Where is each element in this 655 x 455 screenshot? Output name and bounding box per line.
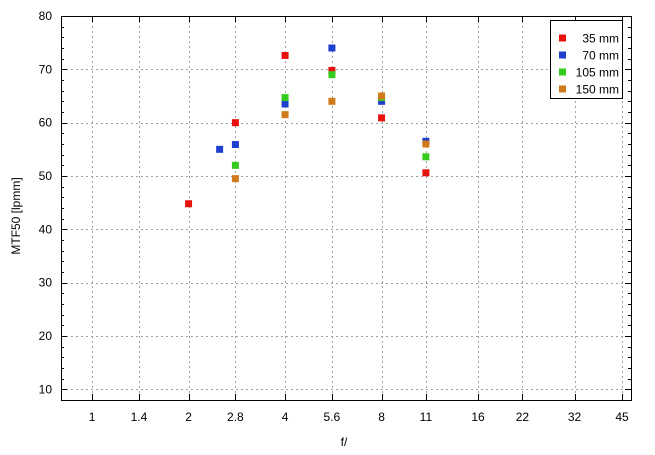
data-point bbox=[422, 153, 430, 161]
axis-ticks bbox=[61, 16, 631, 401]
data-point bbox=[281, 94, 289, 102]
legend-swatch bbox=[559, 68, 566, 76]
data-point bbox=[281, 111, 289, 119]
y-tick-label: 20 bbox=[39, 329, 53, 343]
y-axis-label: MTF50 [lpmm] bbox=[9, 177, 23, 254]
data-point bbox=[281, 100, 289, 108]
x-tick-label: 16 bbox=[471, 410, 485, 424]
y-tick-label: 50 bbox=[39, 169, 53, 183]
data-point bbox=[216, 145, 224, 153]
y-tick-label: 70 bbox=[39, 62, 53, 76]
x-tick-label: 32 bbox=[568, 410, 582, 424]
x-tick-label: 8 bbox=[378, 410, 385, 424]
x-tick-label: 1 bbox=[89, 410, 96, 424]
y-tick-label: 60 bbox=[39, 116, 53, 130]
data-point bbox=[231, 161, 239, 169]
legend-label: 105 mm bbox=[576, 66, 619, 80]
y-tick-label: 40 bbox=[39, 222, 53, 236]
legend-label: 70 mm bbox=[582, 49, 619, 63]
x-tick-label: 2 bbox=[185, 410, 192, 424]
data-point bbox=[328, 66, 336, 74]
x-tick-label: 1.4 bbox=[131, 410, 148, 424]
x-tick-label: 4 bbox=[282, 410, 289, 424]
legend-swatch bbox=[559, 34, 566, 42]
data-points bbox=[185, 44, 430, 208]
legend-swatch bbox=[559, 85, 566, 93]
data-point bbox=[422, 169, 430, 177]
data-point bbox=[231, 141, 239, 149]
x-tick-label: 45 bbox=[615, 410, 629, 424]
y-tick-labels: 10 20 30 40 50 60 70 80 bbox=[39, 9, 53, 396]
data-point bbox=[422, 140, 430, 148]
x-axis-label: f/ bbox=[341, 435, 348, 449]
y-tick-label: 80 bbox=[39, 9, 53, 23]
data-point bbox=[378, 114, 386, 122]
legend-label: 150 mm bbox=[576, 83, 619, 97]
data-point bbox=[328, 71, 336, 79]
x-tick-label: 11 bbox=[420, 410, 433, 424]
grid-lines bbox=[61, 16, 631, 400]
legend: 35 mm 70 mm 105 mm 150 mm bbox=[550, 20, 623, 99]
y-tick-label: 10 bbox=[39, 382, 53, 396]
plot-frame bbox=[61, 16, 632, 401]
data-point bbox=[328, 44, 336, 52]
data-point bbox=[231, 119, 239, 127]
x-tick-label: 5.6 bbox=[324, 410, 341, 424]
legend-label: 35 mm bbox=[582, 32, 619, 46]
x-tick-label: 22 bbox=[516, 410, 530, 424]
x-tick-labels: 1 1.4 2 2.8 4 5.6 8 11 16 22 32 45 bbox=[89, 410, 629, 424]
data-point bbox=[378, 97, 386, 105]
x-tick-label: 2.8 bbox=[227, 410, 244, 424]
legend-swatch bbox=[559, 51, 566, 59]
data-point bbox=[378, 92, 386, 100]
data-point bbox=[231, 175, 239, 183]
data-point bbox=[281, 51, 289, 59]
y-tick-label: 30 bbox=[39, 276, 53, 290]
data-point bbox=[185, 200, 193, 208]
data-point bbox=[328, 97, 336, 105]
